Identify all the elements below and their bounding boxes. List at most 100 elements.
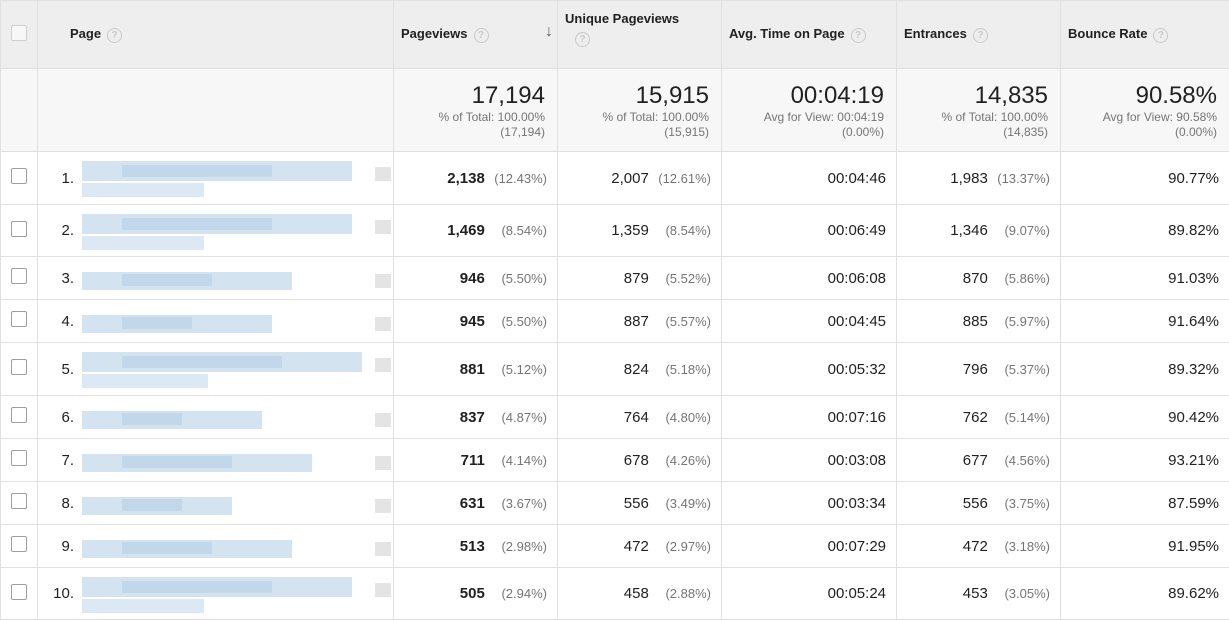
avg-time-cell: 00:05:24 [722,568,897,620]
redacted-page-url [82,157,393,199]
table-row[interactable]: 7. 711 (4.14%) 678 (4.26%) 00:03:08 677 … [1,439,1229,482]
entrances-value: 556 [963,495,988,512]
unique-pageviews-cell: 1,359 (8.54%) [558,205,722,257]
help-icon[interactable]: ? [973,28,988,43]
totals-unique: 15,915 % of Total: 100.00% (15,915) [558,69,722,152]
entrances-cell: 762 (5.14%) [897,396,1061,439]
entrances-percent: (5.14%) [992,410,1050,425]
pageviews-cell: 945 (5.50%) [394,300,558,343]
row-checkbox[interactable] [11,450,27,466]
row-checkbox[interactable] [11,268,27,284]
pageviews-value: 881 [460,361,485,378]
avg-time-cell: 00:06:08 [722,257,897,300]
col-header-pageviews[interactable]: Pageviews? ↓ [394,1,558,69]
row-index: 2. [38,222,74,239]
page-cell[interactable]: 8. [38,482,394,525]
avg-time-value: 00:07:16 [828,409,886,426]
table-row[interactable]: 3. 946 (5.50%) 879 (5.52%) 00:06:08 870 … [1,257,1229,300]
unique-pageviews-cell: 458 (2.88%) [558,568,722,620]
unique-value: 887 [624,313,649,330]
page-cell[interactable]: 10. [38,568,394,620]
row-checkbox-cell [1,300,38,343]
row-index: 8. [38,495,74,512]
help-icon[interactable]: ? [575,32,590,47]
table-row[interactable]: 1. 2,138 (12.43%) 2,007 (12.61%) 00:04:4… [1,152,1229,205]
row-checkbox[interactable] [11,407,27,423]
table-row[interactable]: 9. 513 (2.98%) 472 (2.97%) 00:07:29 472 … [1,525,1229,568]
unique-value: 1,359 [611,222,649,239]
page-cell[interactable]: 6. [38,396,394,439]
total-line2: (17,194) [394,125,557,140]
help-icon[interactable]: ? [474,28,489,43]
table-row[interactable]: 6. 837 (4.87%) 764 (4.80%) 00:07:16 762 … [1,396,1229,439]
bounce-rate-cell: 93.21% [1061,439,1229,482]
avg-time-value: 00:03:08 [828,452,886,469]
avg-time-value: 00:03:34 [828,495,886,512]
unique-pageviews-cell: 879 (5.52%) [558,257,722,300]
pageviews-value: 711 [461,452,485,469]
page-cell[interactable]: 9. [38,525,394,568]
entrances-cell: 870 (5.86%) [897,257,1061,300]
bounce-value: 89.82% [1168,222,1219,239]
unique-pageviews-cell: 824 (5.18%) [558,343,722,396]
pageviews-cell: 631 (3.67%) [394,482,558,525]
bounce-rate-cell: 89.82% [1061,205,1229,257]
select-all-checkbox[interactable] [11,25,27,41]
avg-time-value: 00:06:49 [828,222,886,239]
page-cell[interactable]: 3. [38,257,394,300]
help-icon[interactable]: ? [851,28,866,43]
entrances-percent: (3.75%) [992,496,1050,511]
row-checkbox[interactable] [11,311,27,327]
help-icon[interactable]: ? [107,28,122,43]
page-cell[interactable]: 2. [38,205,394,257]
entrances-value: 762 [963,409,988,426]
entrances-percent: (5.97%) [992,314,1050,329]
table-row[interactable]: 5. 881 (5.12%) 824 (5.18%) 00:05:32 796 … [1,343,1229,396]
avg-time-cell: 00:05:32 [722,343,897,396]
bounce-value: 89.32% [1168,361,1219,378]
unique-percent: (5.57%) [653,314,711,329]
row-checkbox[interactable] [11,536,27,552]
col-header-avg-time[interactable]: Avg. Time on Page? [722,1,897,69]
row-checkbox[interactable] [11,359,27,375]
row-checkbox-cell [1,525,38,568]
pageviews-cell: 837 (4.87%) [394,396,558,439]
unique-pageviews-cell: 887 (5.57%) [558,300,722,343]
entrances-value: 796 [963,361,988,378]
totals-row: 17,194 % of Total: 100.00% (17,194) 15,9… [1,69,1229,152]
row-checkbox[interactable] [11,493,27,509]
col-header-unique-pageviews[interactable]: Unique Pageviews ? [558,1,722,69]
unique-percent: (3.49%) [653,496,711,511]
entrances-cell: 1,983 (13.37%) [897,152,1061,205]
table-row[interactable]: 2. 1,469 (8.54%) 1,359 (8.54%) 00:06:49 … [1,205,1229,257]
pageviews-percent: (4.14%) [489,453,547,468]
table-row[interactable]: 4. 945 (5.50%) 887 (5.57%) 00:04:45 885 … [1,300,1229,343]
sort-desc-icon[interactable]: ↓ [545,23,553,41]
col-unique-label: Unique Pageviews [565,11,721,26]
pageviews-percent: (2.94%) [489,586,547,601]
col-header-bounce-rate[interactable]: Bounce Rate? [1061,1,1229,69]
redacted-page-url [82,530,393,568]
row-checkbox[interactable] [11,221,27,237]
col-header-page[interactable]: Page? [38,1,394,69]
entrances-value: 1,983 [950,170,988,187]
bounce-value: 87.59% [1168,495,1219,512]
avg-time-cell: 00:04:45 [722,300,897,343]
bounce-rate-cell: 91.95% [1061,525,1229,568]
row-checkbox[interactable] [11,584,27,600]
entrances-value: 453 [963,585,988,602]
page-cell[interactable]: 1. [38,152,394,205]
total-value: 00:04:19 [722,82,896,110]
col-header-entrances[interactable]: Entrances? [897,1,1061,69]
redacted-page-url [82,401,393,439]
help-icon[interactable]: ? [1153,28,1168,43]
table-row[interactable]: 10. 505 (2.94%) 458 (2.88%) 00:05:24 453… [1,568,1229,620]
pageviews-percent: (5.50%) [489,271,547,286]
row-checkbox[interactable] [11,168,27,184]
row-checkbox-cell [1,257,38,300]
bounce-rate-cell: 91.64% [1061,300,1229,343]
table-row[interactable]: 8. 631 (3.67%) 556 (3.49%) 00:03:34 556 … [1,482,1229,525]
page-cell[interactable]: 4. [38,300,394,343]
page-cell[interactable]: 7. [38,439,394,482]
page-cell[interactable]: 5. [38,343,394,396]
